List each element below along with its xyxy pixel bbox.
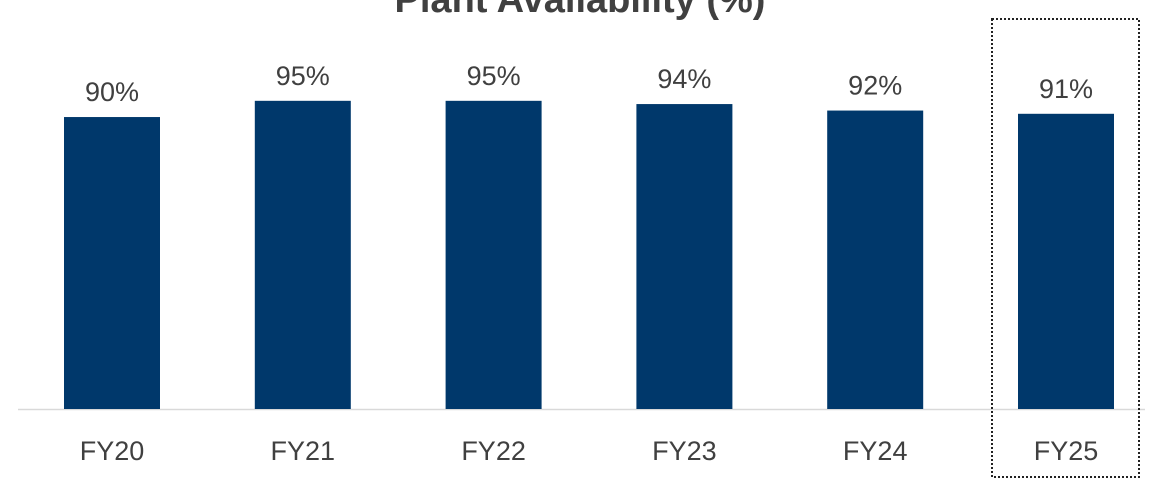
value-label: 95% (467, 61, 521, 91)
x-tick-label: FY24 (843, 436, 908, 466)
bar (636, 104, 733, 410)
value-label: 92% (848, 71, 902, 101)
x-tick-label: FY21 (271, 436, 336, 466)
x-tick-label: FY23 (652, 436, 717, 466)
x-tick-label: FY22 (461, 436, 526, 466)
value-label: 94% (657, 64, 711, 94)
value-label: 91% (1039, 74, 1093, 104)
value-label: 95% (276, 61, 330, 91)
bar (254, 100, 351, 409)
bar (827, 110, 924, 409)
bar (1018, 113, 1114, 410)
bar (445, 100, 542, 409)
x-tick-label: FY25 (1034, 436, 1099, 466)
highlight-box (991, 18, 1140, 478)
bar (64, 117, 160, 409)
x-tick-label: FY20 (80, 436, 145, 466)
chart-title: Plant Availability (%) (395, 0, 766, 21)
value-label: 90% (85, 77, 139, 107)
